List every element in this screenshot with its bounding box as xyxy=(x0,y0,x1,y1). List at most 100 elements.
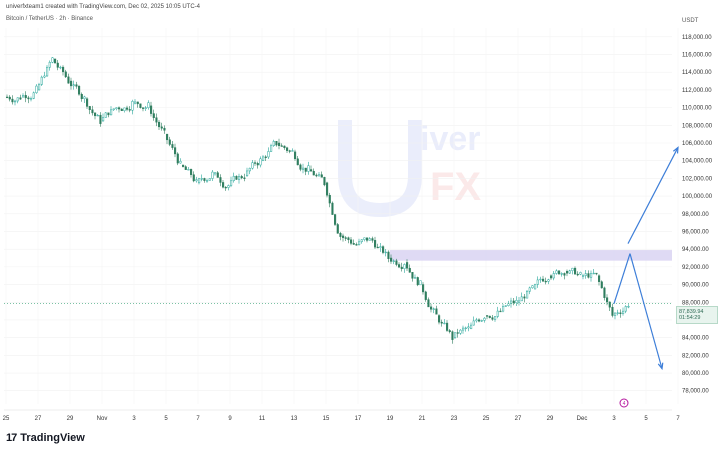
candle-body xyxy=(400,266,403,269)
candle-body xyxy=(294,151,297,160)
projection-up-leg xyxy=(627,147,679,244)
candle-body xyxy=(139,103,142,108)
candle-body xyxy=(390,257,393,262)
candle-body xyxy=(424,291,427,300)
candle-body xyxy=(200,178,203,180)
candle-body xyxy=(446,322,449,331)
x-tick-label: 21 xyxy=(419,416,426,422)
tradingview-logo-icon: 17 xyxy=(6,432,17,444)
candle-body xyxy=(179,160,182,164)
candle-body xyxy=(414,277,417,279)
candle-body xyxy=(542,278,545,282)
candle-body xyxy=(571,267,574,271)
candle-body xyxy=(539,278,542,281)
x-tick-label: Dec xyxy=(577,416,588,422)
candle-body xyxy=(544,280,547,283)
candle-body xyxy=(227,185,230,188)
candle-body xyxy=(56,62,59,68)
candle-body xyxy=(480,320,483,322)
candle-body xyxy=(280,145,283,147)
candle-body xyxy=(190,169,193,175)
candle-body xyxy=(619,312,622,314)
candle-body xyxy=(187,169,190,171)
y-tick-label: 98,000.00 xyxy=(682,212,709,218)
candle-body xyxy=(123,107,126,112)
candle-body xyxy=(331,202,334,215)
candle-body xyxy=(502,306,505,312)
candle-body xyxy=(432,308,435,310)
candle-body xyxy=(334,214,337,225)
candle-body xyxy=(488,315,491,318)
candle-body xyxy=(595,272,598,275)
candle-body xyxy=(22,95,25,98)
tradingview-brand[interactable]: 17 TradingView xyxy=(6,432,85,444)
candle-body xyxy=(408,267,411,273)
candle-body xyxy=(54,58,57,64)
candle-body xyxy=(515,300,518,304)
candle-body xyxy=(520,296,523,302)
candle-body xyxy=(131,101,134,111)
y-tick-label: 104,000.00 xyxy=(682,159,713,165)
candle-body xyxy=(299,164,302,170)
candle-body xyxy=(43,75,46,78)
candle-body xyxy=(323,177,326,186)
candle-body xyxy=(158,121,161,128)
candle-body xyxy=(270,145,273,152)
candle-body xyxy=(371,238,374,241)
candle-body xyxy=(467,326,470,329)
candle-body xyxy=(352,243,355,245)
candle-body xyxy=(310,169,313,172)
candle-body xyxy=(254,162,257,164)
candle-body xyxy=(326,182,329,196)
symbol-title: Bitcoin / TetherUS · 2h · Binance xyxy=(6,16,93,22)
candle-body xyxy=(483,317,486,321)
candle-body xyxy=(574,267,577,275)
candle-body xyxy=(240,176,243,179)
candle-body xyxy=(448,330,451,332)
candle-body xyxy=(11,98,14,103)
candle-body xyxy=(568,270,571,274)
candle-body xyxy=(144,107,147,109)
candle-body xyxy=(566,271,569,274)
y-tick-label: 112,000.00 xyxy=(682,88,712,94)
candle-body xyxy=(627,306,630,308)
x-tick-label: 7 xyxy=(676,416,680,422)
candle-body xyxy=(128,109,131,111)
x-tick-label: 19 xyxy=(387,416,394,422)
svg-text:FX: FX xyxy=(430,165,481,209)
candle-body xyxy=(312,170,315,176)
candle-body xyxy=(336,224,339,234)
candle-body xyxy=(174,147,177,155)
candle-body xyxy=(272,141,275,146)
candle-body xyxy=(440,321,443,324)
candle-body xyxy=(592,272,595,275)
candle-body xyxy=(526,290,529,299)
candle-body xyxy=(363,237,366,240)
candle-body xyxy=(86,98,89,107)
candle-body xyxy=(590,273,593,278)
candle-body xyxy=(198,178,201,184)
candle-body xyxy=(534,284,537,290)
candle-body xyxy=(510,300,513,304)
candle-body xyxy=(246,170,249,176)
candle-body xyxy=(523,296,526,299)
candle-body xyxy=(206,180,209,182)
candle-body xyxy=(283,145,286,149)
candle-body xyxy=(622,310,625,314)
candle-body xyxy=(224,186,227,189)
candle-body xyxy=(518,300,521,303)
candle-body xyxy=(624,306,627,312)
candle-body xyxy=(96,114,99,117)
bar-countdown: 01:54:29 xyxy=(679,315,701,321)
candle-body xyxy=(387,251,390,259)
candle-body xyxy=(398,264,401,268)
candle-body xyxy=(406,262,409,269)
candle-body xyxy=(435,308,438,315)
candle-body xyxy=(126,107,129,110)
candle-body xyxy=(344,237,347,239)
y-tick-label: 84,000.00 xyxy=(682,336,709,342)
candle-body xyxy=(176,153,179,164)
x-tick-label: 3 xyxy=(132,416,136,422)
candle-body xyxy=(350,239,353,244)
